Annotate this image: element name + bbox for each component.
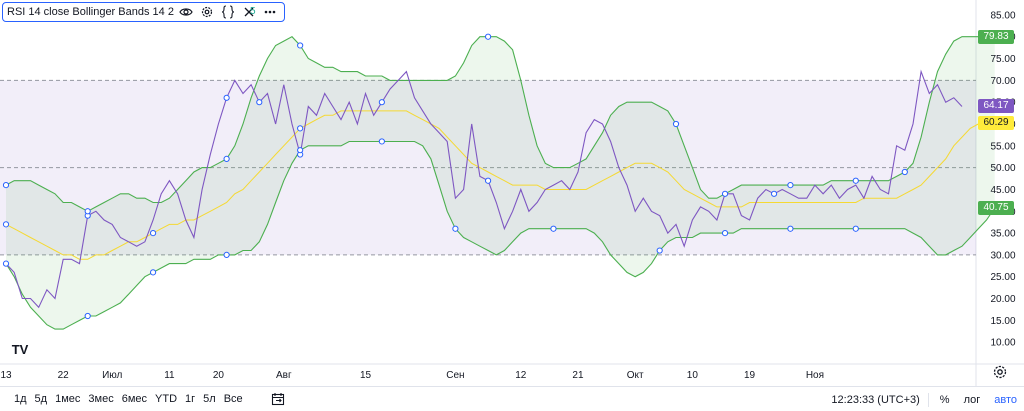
point-marker	[901, 168, 908, 176]
calendar-icon[interactable]	[269, 390, 287, 408]
range-1m-button[interactable]: 1мес	[55, 393, 81, 405]
point-marker	[84, 208, 91, 215]
point-marker	[852, 225, 859, 232]
bb-ma-line	[5, 110, 995, 260]
x-tick-label: Сен	[446, 370, 464, 381]
y-tick-label: 10.00	[990, 338, 1015, 349]
point-marker	[378, 138, 385, 145]
point-marker	[223, 155, 230, 163]
y-tick-label: 15.00	[990, 316, 1015, 327]
chart-canvas[interactable]: 10.0015.0020.0025.0030.0035.0040.0045.00…	[0, 0, 1024, 386]
y-tick-label: 30.00	[990, 250, 1015, 261]
point-marker	[484, 33, 492, 40]
clock-time[interactable]: 12:23:33 (UTC+3)	[831, 393, 920, 406]
point-marker	[256, 99, 263, 106]
x-tick-label: Июл	[102, 370, 122, 381]
range-6m-button[interactable]: 6мес	[121, 393, 148, 405]
divider	[927, 392, 929, 407]
point-marker	[297, 147, 304, 154]
point-marker	[223, 251, 230, 259]
bottom-toolbar: 1д 5д 1мес 3мес 6мес YTD 1г 5л Все 12:23…	[0, 386, 1024, 411]
price-axis-label: 60.29	[978, 115, 1014, 130]
point-marker	[787, 225, 794, 232]
more-icon[interactable]	[262, 4, 279, 21]
point-marker	[852, 177, 859, 184]
point-marker	[84, 312, 91, 320]
point-marker	[297, 125, 304, 132]
price-axis-label: 79.83	[978, 30, 1014, 45]
eye-icon[interactable]	[178, 4, 195, 21]
x-tick-label: 10	[687, 370, 699, 381]
y-tick-label: 25.00	[990, 272, 1015, 283]
legend-overflow-count: 5	[250, 6, 256, 17]
range-5d-button[interactable]: 5д	[34, 393, 48, 405]
point-marker	[2, 260, 10, 267]
y-tick-label: 75.00	[990, 54, 1015, 65]
auto-toggle[interactable]: авто	[994, 393, 1017, 406]
bb-upper-line	[5, 36, 995, 212]
price-axis-label: 64.17	[978, 98, 1014, 113]
x-tick-label: 15	[360, 370, 372, 381]
range-3m-button[interactable]: 3мес	[88, 393, 114, 405]
y-tick-label: 45.00	[990, 185, 1015, 196]
bb-lower-line	[5, 140, 996, 330]
point-marker	[787, 181, 794, 189]
bollinger-fill	[6, 36, 995, 330]
range-1y-button[interactable]: 1г	[185, 393, 196, 405]
x-tick-label: Авг	[276, 370, 292, 381]
point-marker	[297, 42, 304, 49]
settings-gear-icon[interactable]	[992, 364, 1008, 380]
braces-icon[interactable]	[220, 4, 237, 21]
y-tick-label: 50.00	[990, 163, 1015, 174]
percent-toggle[interactable]: %	[939, 393, 950, 406]
range-1d-button[interactable]: 1д	[14, 393, 27, 405]
y-tick-label: 20.00	[990, 294, 1015, 305]
y-tick-label: 35.00	[990, 229, 1015, 240]
x-tick-label: 12	[515, 370, 527, 381]
point-marker	[770, 190, 778, 197]
indicator-legend[interactable]: RSI 14 close Bollinger Bands 14 2	[2, 2, 285, 22]
x-tick-label: 13	[0, 370, 12, 381]
rsi-line	[5, 69, 963, 309]
y-tick-label: 55.00	[990, 141, 1015, 152]
indicator-title[interactable]: RSI 14 close Bollinger Bands 14 2	[7, 6, 174, 18]
log-toggle[interactable]: лог	[963, 393, 981, 406]
point-marker	[149, 229, 157, 237]
point-marker	[2, 181, 10, 189]
y-tick-label: 70.00	[990, 76, 1015, 87]
range-all-button[interactable]: Все	[223, 393, 243, 405]
close-icon[interactable]	[241, 4, 258, 21]
point-marker	[452, 225, 459, 232]
price-axis-label: 40.75	[978, 201, 1014, 215]
point-marker	[378, 99, 385, 106]
x-tick-label: 20	[213, 370, 225, 381]
range-5y-button[interactable]: 5л	[203, 393, 216, 405]
point-marker	[721, 190, 729, 197]
x-tick-label: 22	[58, 370, 70, 381]
y-tick-label: 85.00	[990, 10, 1015, 21]
point-marker	[550, 225, 557, 232]
point-marker	[484, 177, 492, 184]
tradingview-logo[interactable]: TV	[11, 341, 29, 357]
x-tick-label: Ноя	[806, 370, 824, 381]
point-marker	[223, 94, 230, 101]
point-marker	[149, 269, 157, 276]
x-tick-label: 11	[164, 370, 175, 381]
x-tick-label: 19	[744, 370, 756, 381]
point-marker	[672, 120, 680, 128]
point-marker	[656, 247, 663, 254]
range-ytd-button[interactable]: YTD	[155, 393, 178, 405]
x-tick-label: Окт	[627, 370, 644, 381]
x-tick-label: 21	[572, 370, 584, 381]
point-marker	[721, 229, 729, 237]
gear-icon[interactable]	[199, 4, 216, 21]
point-marker	[2, 221, 10, 228]
